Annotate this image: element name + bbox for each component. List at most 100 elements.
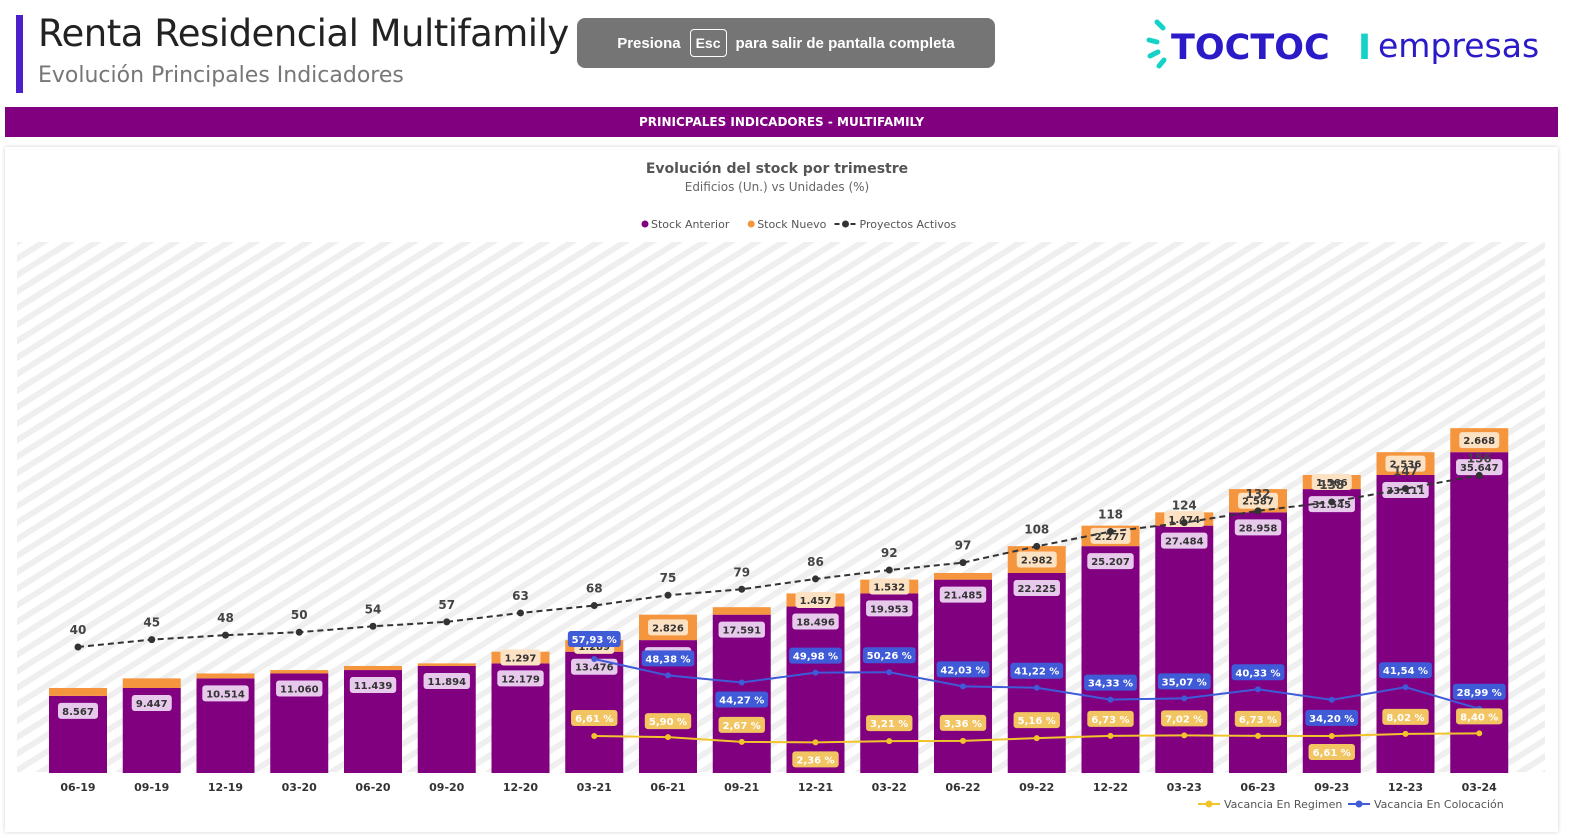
data-label-bg (939, 714, 987, 731)
x-tick-label: 03-20 (282, 781, 318, 794)
data-label-bg (1459, 432, 1500, 449)
label-stock-nuevo: 2.668 (1459, 432, 1500, 449)
data-label-bg (500, 649, 541, 666)
x-tick-label: 06-22 (945, 781, 980, 794)
data-label: 1.566 (1316, 478, 1348, 489)
point-vacancia-colocacion (1328, 696, 1335, 703)
point-vacancia-colocacion (812, 669, 819, 676)
label-proyectos-activos: 48 (217, 611, 234, 625)
point-proyectos-activos (1180, 519, 1188, 527)
label-vacancia-colocacion: 40,33 % (1231, 664, 1285, 681)
label-proyectos-activos: 68 (586, 582, 603, 596)
data-label-bg (571, 658, 618, 675)
data-label: 1.297 (505, 654, 537, 665)
data-label: 2.277 (1095, 532, 1127, 543)
data-label: 25.207 (1091, 557, 1130, 568)
data-label: 17.591 (722, 626, 761, 637)
data-label-bg (866, 715, 913, 732)
data-label: 11.894 (427, 677, 466, 688)
label-vacancia-regimen: 5,16 % (1013, 712, 1060, 729)
data-label-bg (789, 647, 842, 664)
x-tick-label: 12-23 (1388, 781, 1423, 794)
data-label-bg (567, 631, 621, 647)
data-label: 42,03 % (940, 665, 985, 676)
data-label-bg (131, 694, 172, 711)
data-label: 6,73 % (1239, 715, 1277, 726)
x-tick-label: 06-20 (355, 781, 391, 794)
data-label: 27.484 (1165, 537, 1204, 548)
point-proyectos-activos (222, 631, 229, 639)
data-label-bg (718, 716, 765, 733)
data-label-bg (571, 710, 618, 726)
label-stock-anterior: 11.439 (349, 677, 397, 694)
point-proyectos-activos (738, 585, 746, 593)
data-label-bg (1452, 683, 1506, 700)
bar-stock-nuevo (934, 572, 992, 580)
point-proyectos-activos (1328, 498, 1336, 506)
label-proyectos-activos: 92 (881, 546, 898, 560)
label-proyectos-activos: 138 (1319, 478, 1344, 492)
label-proyectos-activos: 156 (1467, 451, 1492, 465)
point-proyectos-activos (885, 566, 893, 574)
data-label-bg (648, 619, 688, 636)
label-stock-anterior: 25.207 (1087, 553, 1134, 570)
point-vacancia-regimen (886, 738, 893, 745)
label-vacancia-regimen: 6,61 % (1308, 744, 1355, 760)
data-label: 31.545 (1312, 500, 1351, 511)
point-vacancia-regimen (1107, 732, 1114, 739)
data-label: 40,33 % (1235, 668, 1280, 679)
data-label-bg (641, 650, 695, 667)
data-label: 1.289 (578, 642, 610, 653)
point-vacancia-regimen (1033, 735, 1040, 742)
label-stock-anterior: 9.447 (131, 694, 172, 711)
x-tick-label: 09-20 (429, 781, 465, 794)
point-proyectos-activos (664, 591, 672, 599)
label-proyectos-activos: 63 (512, 589, 529, 603)
label-stock-anterior: 13.476 (571, 658, 618, 675)
x-tick-label: 06-19 (60, 781, 95, 794)
data-label-bg (1084, 674, 1137, 691)
point-vacancia-colocacion (960, 683, 966, 690)
data-label-bg (1305, 709, 1359, 726)
point-proyectos-activos (1402, 485, 1409, 493)
data-label: 3,21 % (870, 719, 908, 730)
x-tick-label: 09-19 (134, 781, 169, 794)
data-label: 11.439 (354, 681, 393, 692)
bar-stock-anterior (1081, 546, 1140, 773)
series-proyectos-activos: 40 45 48 50 54 57 63 68 75 79 86 92 97 108 118 124 132 13… (70, 451, 1492, 651)
label-proyectos-activos: 50 (291, 608, 308, 622)
label-proyectos-activos: 45 (143, 616, 160, 630)
data-label-bg (276, 680, 323, 697)
data-label-bg (644, 713, 692, 730)
point-proyectos-activos (369, 622, 377, 630)
label-stock-nuevo: 2.277 (1090, 527, 1131, 544)
point-vacancia-regimen (1328, 733, 1335, 739)
x-tick-label: 03-22 (872, 781, 907, 794)
bar-stock-anterior (1450, 452, 1509, 773)
legend-marker (1205, 800, 1213, 808)
point-vacancia-regimen (960, 737, 966, 744)
x-tick-label: 12-20 (503, 781, 539, 794)
point-vacancia-regimen (1255, 732, 1261, 739)
label-proyectos-activos: 75 (660, 571, 677, 585)
bar-stock-anterior (1155, 525, 1214, 773)
bar-stock-nuevo (122, 678, 181, 688)
data-label-bg (1161, 710, 1208, 727)
label-stock-nuevo: 1.297 (500, 649, 541, 666)
bar-stock-nuevo (417, 663, 476, 666)
label-stock-nuevo: 1.457 (795, 591, 836, 608)
point-proyectos-activos (590, 602, 598, 610)
point-vacancia-colocacion (1181, 695, 1188, 702)
label-vacancia-colocacion: 42,03 % (936, 661, 990, 678)
label-vacancia-regimen: 6,73 % (1087, 710, 1134, 727)
data-label: 12.179 (501, 674, 540, 685)
label-proyectos-activos: 118 (1098, 508, 1123, 522)
label-vacancia-regimen: 2,36 % (792, 751, 839, 768)
label-proyectos-activos: 132 (1245, 487, 1270, 501)
label-stock-nuevo: 2.982 (1016, 551, 1057, 568)
data-label: 19.953 (870, 604, 909, 615)
point-proyectos-activos (1033, 542, 1041, 550)
data-label: 8,02 % (1386, 713, 1424, 724)
legend-marker (1355, 800, 1363, 808)
label-proyectos-activos: 79 (733, 565, 750, 579)
